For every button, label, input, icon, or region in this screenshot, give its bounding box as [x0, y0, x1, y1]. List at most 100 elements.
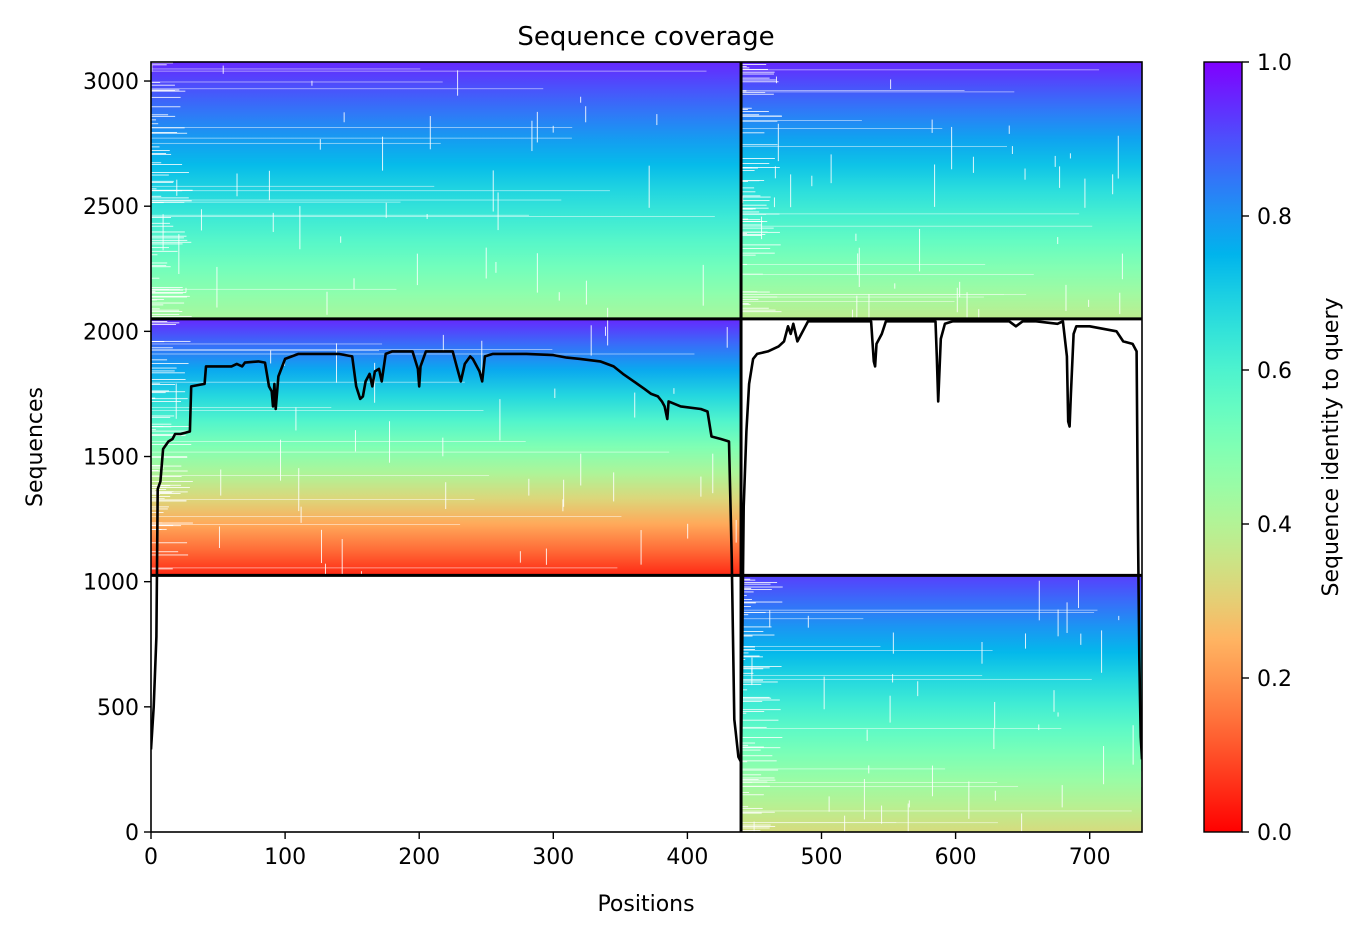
gap-speck: [519, 551, 521, 563]
gap-streak: [741, 726, 767, 728]
gap-speck: [981, 641, 983, 664]
gap-streak: [741, 303, 749, 304]
gap-streak: [741, 67, 750, 69]
gap-streak: [151, 265, 167, 267]
gap-speck: [1088, 299, 1090, 307]
gap-streak: [741, 248, 771, 249]
gap-streak: [151, 476, 182, 477]
y-tick-label: 500: [97, 696, 139, 721]
gap-speck: [751, 667, 753, 686]
gap-streak: [151, 554, 189, 556]
gap-streak: [151, 372, 185, 374]
gap-streak: [741, 211, 760, 213]
gap-streak: [151, 90, 175, 92]
x-tick-label: 100: [264, 845, 306, 870]
y-tick-label: 2500: [83, 195, 139, 220]
gap-speck: [298, 468, 300, 512]
gap-speck: [1008, 125, 1010, 134]
gap-speck: [563, 479, 565, 507]
gap-speck: [648, 165, 650, 208]
y-axis-ticks: 0 500 1000 1500 2000 2500 3000: [83, 70, 151, 846]
gap-streak: [741, 128, 943, 129]
gap-streak: [151, 349, 553, 350]
gap-speck: [385, 202, 387, 218]
gap-speck: [807, 615, 809, 628]
gap-streak: [741, 606, 751, 607]
gap-speck: [769, 610, 771, 628]
gap-speck: [1069, 153, 1071, 159]
gap-streak: [151, 470, 159, 471]
gap-streak: [741, 181, 748, 182]
gap-speck: [908, 800, 910, 808]
gap-speck: [1057, 237, 1059, 245]
gap-streak: [741, 77, 770, 79]
gap-streak: [741, 114, 760, 116]
gap-streak: [151, 433, 175, 435]
gap-streak: [151, 185, 435, 187]
gap-speck: [270, 350, 272, 364]
gap-speck: [1065, 284, 1067, 312]
gap-speck: [775, 76, 777, 84]
gap-streak: [151, 484, 182, 486]
gap-speck: [497, 192, 499, 231]
gap-streak: [151, 456, 188, 458]
gap-streak: [741, 200, 770, 202]
gap-streak: [741, 180, 765, 181]
gap-speck: [858, 247, 860, 288]
gap-streak: [151, 423, 172, 425]
colorbar-label: Sequence identity to query: [1319, 297, 1344, 596]
gap-speck: [545, 548, 547, 565]
x-tick-label: 500: [801, 845, 843, 870]
gap-streak: [151, 324, 177, 325]
gap-streak: [151, 435, 186, 436]
gap-speck: [917, 681, 919, 697]
gap-speck: [1057, 609, 1059, 637]
gap-speck: [492, 170, 494, 212]
gap-streak: [741, 777, 775, 779]
gap-streak: [741, 71, 775, 73]
gap-speck: [753, 821, 755, 832]
gap-speck: [700, 476, 702, 497]
gap-streak: [151, 397, 156, 399]
gap-streak: [741, 760, 777, 762]
gap-streak: [151, 500, 187, 502]
gap-streak: [151, 359, 168, 361]
gap-streak: [741, 90, 965, 91]
gap-speck: [236, 173, 238, 197]
gap-streak: [151, 506, 169, 508]
gap-streak: [741, 81, 779, 83]
gap-speck: [735, 519, 737, 543]
x-tick-label: 0: [144, 845, 158, 870]
gap-streak: [741, 235, 762, 236]
gap-texture-layer: [151, 62, 1142, 832]
gap-streak: [741, 827, 770, 829]
gap-streak: [741, 73, 774, 75]
gap-streak: [741, 578, 751, 580]
gap-streak: [151, 398, 188, 400]
gap-streak: [151, 250, 178, 252]
x-axis-label: Positions: [597, 892, 694, 917]
gap-streak: [151, 407, 332, 408]
gap-speck: [1054, 155, 1056, 167]
x-tick-label: 200: [398, 845, 440, 870]
gap-streak: [741, 737, 783, 738]
gap-streak: [741, 231, 768, 233]
gap-speck: [1121, 253, 1123, 280]
gap-streak: [741, 781, 768, 783]
gap-speck: [531, 120, 533, 152]
x-axis-ticks: 0 100 200 300 400 500 600 700: [144, 832, 1111, 870]
gap-streak: [741, 746, 764, 748]
gap-streak: [741, 583, 771, 585]
gap-speck: [863, 779, 865, 820]
gap-speck: [828, 796, 830, 812]
gap-streak: [741, 645, 881, 647]
gap-streak: [741, 244, 781, 246]
gap-speck: [1080, 633, 1082, 645]
gap-speck: [978, 309, 980, 343]
gap-streak: [151, 470, 188, 472]
gap-speck: [1118, 615, 1120, 621]
gap-speck: [773, 197, 775, 208]
gap-streak: [741, 749, 761, 751]
gap-speck: [811, 175, 813, 187]
gap-streak: [741, 806, 749, 808]
